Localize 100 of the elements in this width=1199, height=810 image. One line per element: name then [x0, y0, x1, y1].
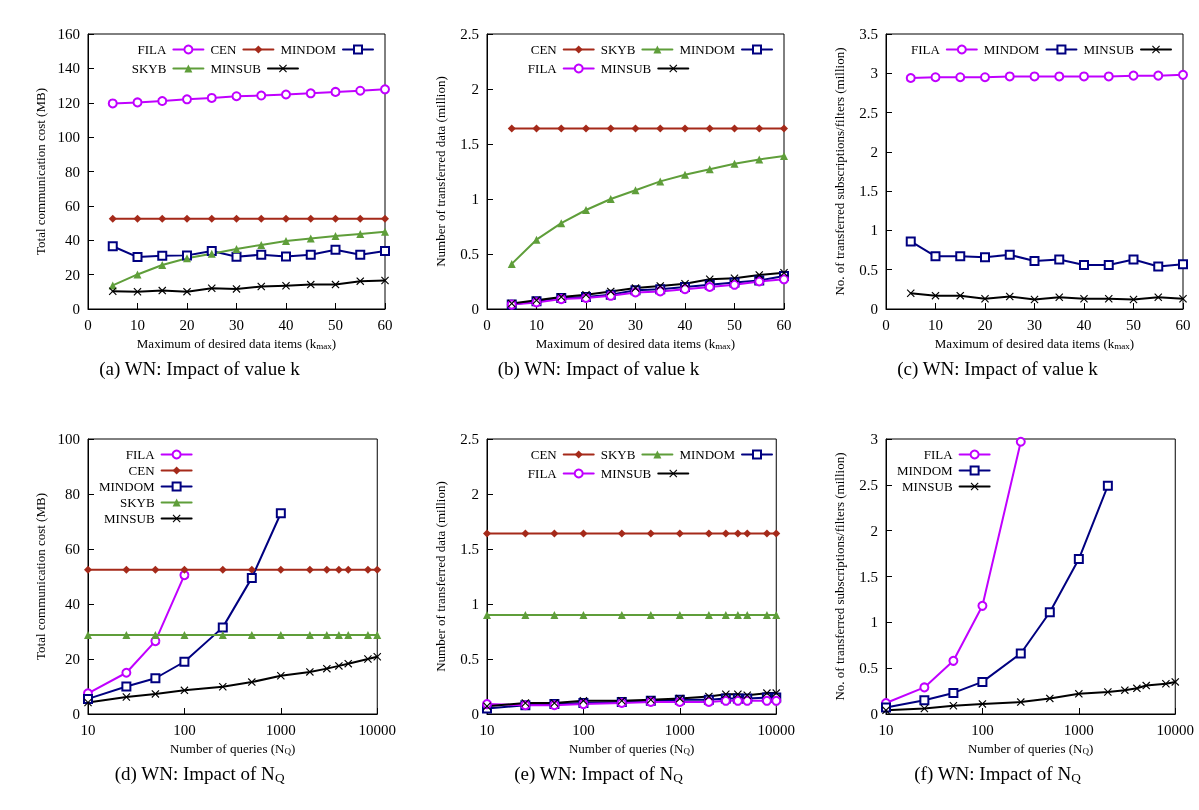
- x-tick-label: 10: [529, 316, 544, 333]
- legend-label: MINSUB: [210, 61, 262, 76]
- x-tick-label: 10: [80, 721, 96, 738]
- legend-label: SKYB: [600, 447, 636, 462]
- x-tick-label: 1000: [1063, 721, 1094, 738]
- x-tick-label: 20: [179, 316, 195, 333]
- x-tick-label: 60: [776, 316, 792, 333]
- legend-label: FILA: [527, 466, 558, 481]
- y-tick-label: 80: [65, 486, 80, 502]
- legend-label: MINSUB: [600, 466, 652, 481]
- x-tick-label: 50: [1126, 316, 1141, 333]
- x-axis-title: Number of queries (NQ): [169, 740, 296, 757]
- y-axis-title: Number of transferred data (million): [433, 481, 448, 672]
- x-tick-label: 60: [377, 316, 393, 333]
- y-tick-label: 2: [870, 522, 878, 539]
- x-tick-label: 10: [878, 721, 894, 738]
- x-tick-label: 10000: [757, 721, 795, 738]
- x-axis-title: Number of queries (NQ): [568, 740, 695, 757]
- y-axis-title: No. of transferred subscriptions/filters (million): [832, 47, 847, 296]
- y-tick-label: 0: [870, 301, 878, 317]
- legend-label: MINDOM: [679, 447, 736, 462]
- x-tick-label: 30: [1027, 316, 1042, 333]
- y-tick-label: 2: [471, 81, 479, 97]
- x-axis-title: Maximum of desired data items (kmax): [136, 335, 337, 352]
- y-tick-label: 100: [57, 431, 80, 447]
- x-tick-label: 50: [727, 316, 742, 333]
- y-tick-label: 2.5: [859, 104, 878, 121]
- y-tick-label: 80: [65, 163, 80, 180]
- legend-label: SKYB: [600, 42, 636, 57]
- legend-label: MINSUB: [600, 61, 652, 76]
- y-tick-label: 40: [65, 596, 80, 612]
- legend-label: FILA: [923, 447, 954, 462]
- legend-label: SKYB: [131, 61, 167, 76]
- text: (a) WN: Impact of value k: [99, 358, 301, 380]
- x-tick-label: 10: [130, 316, 145, 333]
- y-tick-label: 0: [72, 706, 80, 722]
- y-tick-label: 100: [57, 129, 80, 146]
- y-tick-label: 3: [870, 431, 878, 447]
- legend-label: FILA: [125, 447, 156, 462]
- legend-label: CEN: [530, 42, 558, 57]
- y-tick-label: 140: [57, 60, 80, 77]
- legend-label: MINSUB: [104, 511, 155, 526]
- legend-label: MINDOM: [280, 42, 337, 57]
- y-axis-title: Total communication cost (MB): [32, 88, 48, 255]
- x-tick-label: 40: [1076, 316, 1092, 333]
- y-tick-label: 60: [65, 197, 80, 214]
- x-tick-label: 10000: [358, 721, 396, 738]
- y-tick-label: 1: [471, 596, 479, 612]
- y-axis-title: Total communication cost (MB): [32, 493, 48, 660]
- x-tick-label: 100: [572, 721, 595, 738]
- legend-label: MINDOM: [98, 479, 156, 494]
- legend-label: MINSUB: [902, 479, 953, 494]
- y-tick-label: 1.5: [460, 541, 479, 557]
- y-tick-label: 160: [57, 26, 80, 42]
- y-tick-label: 0.5: [859, 261, 878, 278]
- legend-label: FILA: [527, 61, 558, 76]
- x-tick-label: 20: [977, 316, 993, 333]
- y-tick-label: 1: [471, 191, 479, 207]
- y-tick-label: 0.5: [460, 651, 479, 667]
- x-tick-label: 10000: [1156, 721, 1194, 738]
- legend-label: SKYB: [119, 495, 155, 510]
- y-tick-label: 1.5: [859, 568, 878, 585]
- y-tick-label: 120: [57, 94, 80, 111]
- x-tick-label: 100: [971, 721, 994, 738]
- y-tick-label: 2: [471, 486, 479, 502]
- y-tick-label: 20: [65, 266, 80, 283]
- y-tick-label: 1: [870, 222, 878, 239]
- y-axis-title: Number of transferred data (million): [433, 76, 448, 267]
- x-tick-label: 100: [173, 721, 196, 738]
- y-tick-label: 60: [65, 541, 80, 557]
- y-tick-label: 2.5: [460, 431, 479, 447]
- x-tick-label: 10: [479, 721, 495, 738]
- x-tick-label: 30: [229, 316, 244, 333]
- y-tick-label: 3.5: [859, 26, 878, 42]
- y-tick-label: 0: [471, 301, 479, 317]
- x-axis-title: Number of queries (NQ): [967, 740, 1094, 757]
- text: (c) WN: Impact of value k: [897, 358, 1099, 380]
- legend-label: MINDOM: [896, 463, 954, 478]
- x-tick-label: 10: [928, 316, 943, 333]
- y-tick-label: 1: [870, 614, 878, 631]
- x-tick-label: 0: [882, 316, 890, 333]
- x-tick-label: 0: [84, 316, 92, 333]
- y-tick-label: 0.5: [859, 660, 878, 677]
- legend-label: MINDOM: [983, 42, 1040, 57]
- legend-label: FILA: [910, 42, 941, 57]
- y-axis-title: No. of transferred subscriptions/filters (million): [832, 452, 847, 701]
- text: (b) WN: Impact of value k: [497, 358, 700, 380]
- y-tick-label: 0.5: [460, 246, 479, 262]
- y-tick-label: 2.5: [460, 26, 479, 42]
- y-tick-label: 0: [72, 301, 80, 317]
- x-tick-label: 40: [677, 316, 693, 333]
- y-tick-label: 3: [870, 65, 878, 82]
- x-axis-title: Maximum of desired data items (kmax): [535, 335, 736, 352]
- x-tick-label: 50: [328, 316, 343, 333]
- x-axis-title: Maximum of desired data items (kmax): [934, 335, 1135, 352]
- y-tick-label: 1.5: [460, 136, 479, 152]
- x-tick-label: 0: [483, 316, 491, 333]
- x-tick-label: 30: [628, 316, 643, 333]
- y-tick-label: 20: [65, 651, 80, 667]
- y-tick-label: 1.5: [859, 183, 878, 200]
